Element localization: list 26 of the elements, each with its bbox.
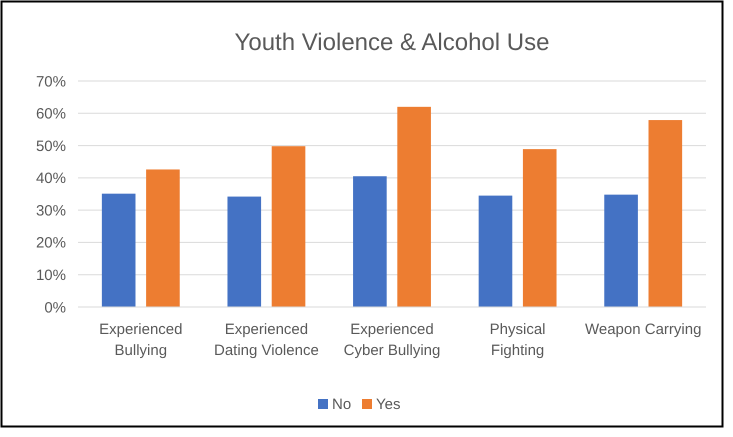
x-tick-label: Physical Fighting xyxy=(490,321,546,359)
bar xyxy=(227,196,262,307)
bar xyxy=(353,176,387,307)
x-tick-label: Experienced Dating Violence xyxy=(214,321,319,359)
y-tick-label: 20% xyxy=(36,234,66,252)
y-tick-label: 40% xyxy=(36,170,66,188)
x-tick-label: Weapon Carrying xyxy=(584,321,702,338)
bar xyxy=(522,149,557,307)
x-tick-label: Experienced Cyber Bullying xyxy=(344,321,440,359)
legend-label: No xyxy=(332,396,352,413)
bar xyxy=(102,194,136,307)
bar xyxy=(272,146,306,307)
y-tick-label: 70% xyxy=(36,73,66,90)
y-tick-label: 50% xyxy=(36,138,66,155)
y-tick-label: 60% xyxy=(36,106,66,123)
bar xyxy=(146,169,180,307)
y-tick-label: 30% xyxy=(36,202,66,220)
y-tick-label: 0% xyxy=(44,299,66,316)
y-tick-label: 10% xyxy=(36,266,66,284)
bar xyxy=(478,196,512,307)
chart-title: Youth Violence & Alcohol Use xyxy=(234,29,550,56)
bar xyxy=(604,194,638,307)
legend-label: Yes xyxy=(376,396,400,413)
bar xyxy=(397,106,431,307)
x-tick-label: Experienced Bullying xyxy=(99,321,182,359)
bar xyxy=(648,120,682,307)
